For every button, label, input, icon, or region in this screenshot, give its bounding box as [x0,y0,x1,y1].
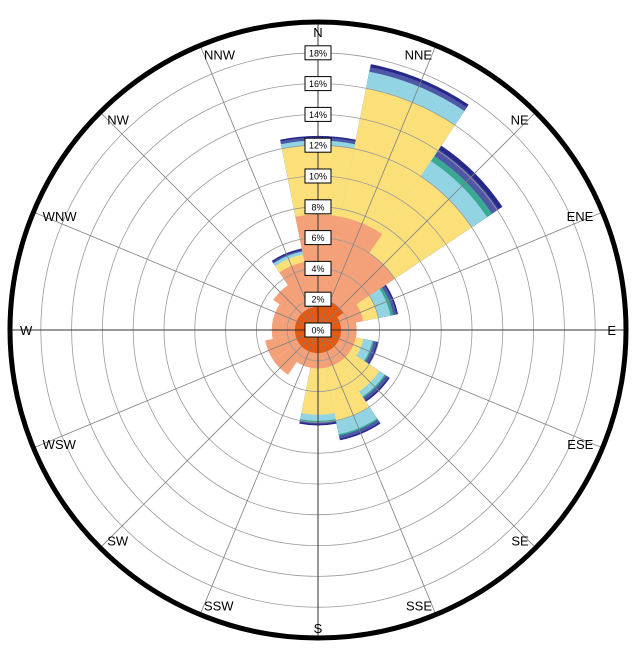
direction-label-nnw: NNW [204,48,236,63]
direction-label-w: W [20,323,33,338]
svg-text:8%: 8% [311,202,324,212]
direction-label-e: E [607,323,616,338]
direction-label-wnw: WNW [43,209,78,224]
ring-label: 4% [304,260,332,276]
grid-spoke [317,329,537,549]
svg-text:14%: 14% [309,110,327,120]
direction-label-sse: SSE [406,598,432,613]
direction-label-ne: NE [511,112,529,127]
svg-text:12%: 12% [309,141,327,151]
outer-border [7,19,629,641]
direction-label-ssw: SSW [204,598,234,613]
ring-label: 0% [304,322,332,338]
direction-label-ene: ENE [567,209,594,224]
direction-label-nw: NW [107,112,129,127]
svg-text:2%: 2% [311,295,324,305]
grid-spoke [99,329,319,549]
ring-labels: 0% 2% 4% 6% 8% 10% 12% 14% 16% 18% [304,45,332,338]
direction-label-sw: SW [107,534,129,549]
grid-spoke [317,329,603,449]
ring-label: 14% [304,106,332,122]
grid-spoke [317,211,603,331]
sector-nne-band-0 [318,299,336,330]
ring-label: 12% [304,137,332,153]
ring-label: 18% [304,45,332,61]
ring-label: 8% [304,199,332,215]
svg-text:6%: 6% [311,233,324,243]
ring-label: 6% [304,230,332,246]
grid-spoke [317,329,437,615]
grid-spoke [33,329,319,449]
svg-text:18%: 18% [309,48,327,58]
grid-spoke [199,329,319,615]
grid-spoke [33,211,319,331]
ring-label: 10% [304,168,332,184]
direction-label-s: S [314,621,323,636]
wind-sectors [265,64,503,441]
direction-labels: N NNE NE ENE E ESE SE SSE S SSW SW WSW W WNW NW NNW [20,25,616,636]
svg-text:16%: 16% [309,79,327,89]
ring-label: 16% [304,76,332,92]
direction-label-nne: NNE [405,48,433,63]
ring-label: 2% [304,291,332,307]
direction-label-wsw: WSW [43,437,77,452]
grid-spoke [317,45,437,331]
grid-spoke [317,111,537,331]
grid-spoke [199,45,319,331]
svg-text:0%: 0% [311,326,324,336]
sector-nne-band-1 [318,216,383,330]
grid-spoke [99,111,319,331]
direction-label-n: N [313,25,322,40]
direction-label-ese: ESE [567,437,593,452]
direction-label-se: SE [511,534,529,549]
svg-text:10%: 10% [309,172,327,182]
svg-text:4%: 4% [311,264,324,274]
